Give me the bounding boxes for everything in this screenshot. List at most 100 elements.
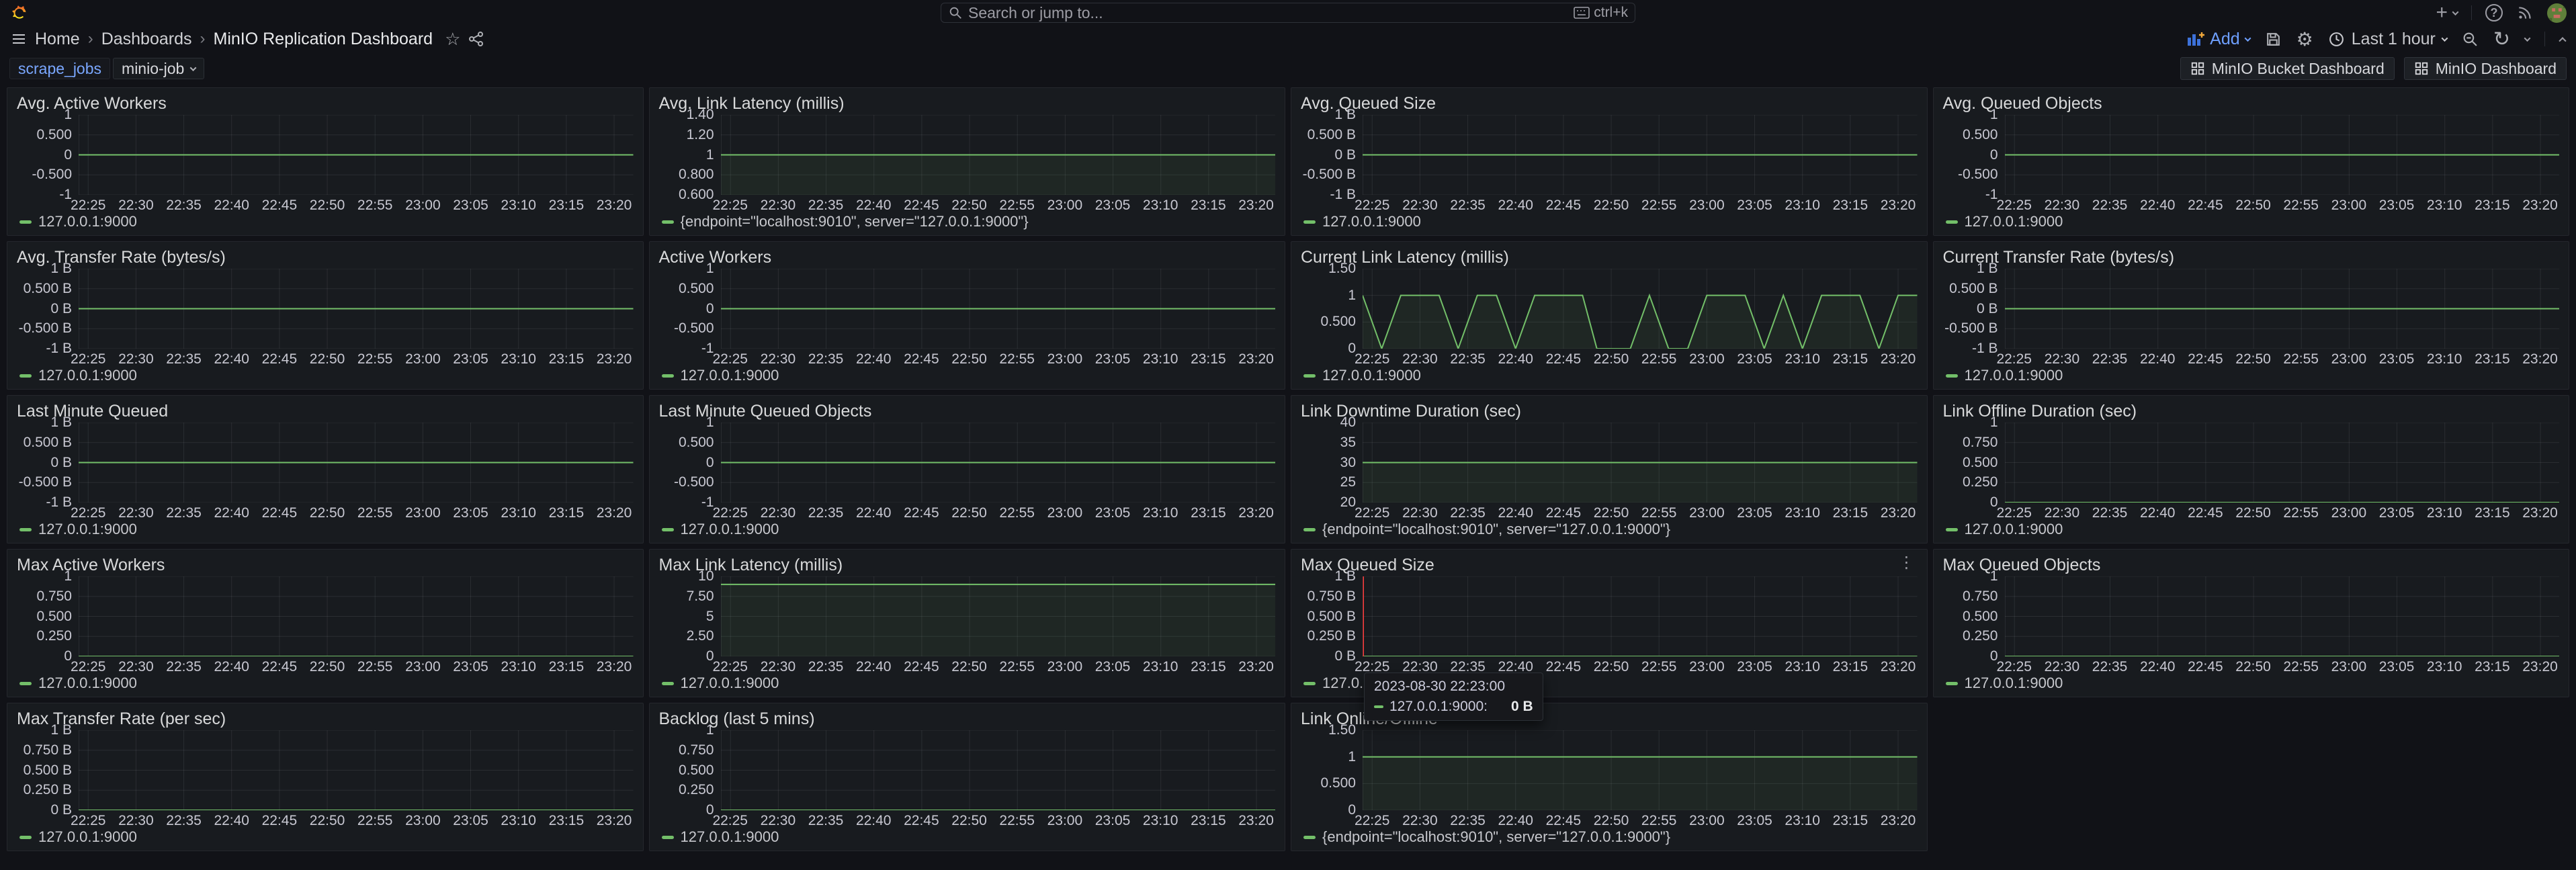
legend-item[interactable]: 127.0.0.1:9000: [659, 520, 1276, 539]
legend-series-label[interactable]: 127.0.0.1:9000: [680, 367, 779, 384]
breadcrumb-home[interactable]: Home: [35, 29, 80, 48]
menu-toggle-icon[interactable]: [11, 31, 27, 47]
chart-canvas[interactable]: [2005, 115, 2560, 195]
panel-title[interactable]: Max Active Workers: [17, 556, 165, 574]
legend-item[interactable]: 127.0.0.1:9000: [17, 674, 634, 693]
panel-header[interactable]: Max Queued Objects: [1943, 555, 2560, 576]
chart-canvas[interactable]: [1363, 730, 1918, 810]
plot-region[interactable]: [1363, 269, 1918, 349]
chart-canvas[interactable]: [721, 269, 1276, 349]
panel-title[interactable]: Max Queued Size: [1301, 556, 1434, 574]
plot-region[interactable]: [1363, 115, 1918, 195]
panel-title[interactable]: Current Link Latency (millis): [1301, 248, 1509, 267]
panel-header[interactable]: Last Minute Queued: [17, 401, 634, 423]
plot-region[interactable]: [721, 730, 1276, 810]
legend-series-label[interactable]: 127.0.0.1:9000: [38, 675, 137, 691]
share-icon[interactable]: [468, 31, 484, 47]
plot-region[interactable]: [79, 576, 634, 656]
legend-item[interactable]: 127.0.0.1:9000: [1943, 212, 2560, 231]
legend-item[interactable]: 127.0.0.1:9000: [17, 520, 634, 539]
legend-series-label[interactable]: 127.0.0.1:9000: [38, 367, 137, 384]
panel-header[interactable]: Current Transfer Rate (bytes/s): [1943, 247, 2560, 269]
legend-item[interactable]: 127.0.0.1:9000: [1943, 366, 2560, 385]
panel-title[interactable]: Max Transfer Rate (per sec): [17, 709, 226, 728]
favorite-star-icon[interactable]: ☆: [445, 28, 461, 49]
plot-region[interactable]: [720, 115, 1276, 195]
legend-item[interactable]: {endpoint="localhost:9010", server="127.…: [1301, 520, 1918, 539]
chart-canvas[interactable]: [2005, 576, 2560, 656]
chart-canvas[interactable]: [720, 115, 1276, 195]
zoom-out-icon[interactable]: [2462, 31, 2479, 48]
panel-header[interactable]: Max Active Workers: [17, 555, 634, 576]
save-dashboard-icon[interactable]: [2265, 31, 2282, 48]
plot-region[interactable]: [79, 115, 634, 195]
plot-region[interactable]: [79, 269, 634, 349]
panel-title[interactable]: Last Minute Queued: [17, 402, 169, 421]
panel-title[interactable]: Max Link Latency (millis): [658, 556, 843, 574]
chart-canvas[interactable]: [720, 576, 1276, 656]
legend-item[interactable]: 127.0.0.1:9000: [659, 674, 1276, 693]
legend-item[interactable]: 127.0.0.1:9000: [1943, 520, 2560, 539]
panel-header[interactable]: Max Transfer Rate (per sec): [17, 709, 634, 730]
chart-canvas[interactable]: [1363, 269, 1918, 349]
legend-series-label[interactable]: 127.0.0.1:9000: [1322, 367, 1421, 384]
panel-header[interactable]: Link Downtime Duration (sec): [1301, 401, 1918, 423]
refresh-interval-dropdown[interactable]: [2524, 34, 2531, 42]
legend-series-label[interactable]: 127.0.0.1:9000: [38, 213, 137, 230]
link-minio-bucket-dashboard[interactable]: MinIO Bucket Dashboard: [2180, 57, 2395, 80]
plot-region[interactable]: [1363, 423, 1918, 503]
legend-item[interactable]: 127.0.0.1:9000: [17, 828, 634, 846]
panel-title[interactable]: Last Minute Queued Objects: [658, 402, 872, 421]
legend-series-label[interactable]: {endpoint="localhost:9010", server="127.…: [680, 213, 1029, 230]
plot-region[interactable]: [1363, 576, 1918, 656]
legend-item[interactable]: {endpoint="localhost:9010", server="127.…: [659, 212, 1276, 231]
panel-title[interactable]: Link Downtime Duration (sec): [1301, 402, 1521, 421]
grafana-logo-icon[interactable]: [9, 4, 28, 22]
legend-series-label[interactable]: 127.0.0.1:9000: [1964, 367, 2063, 384]
user-avatar[interactable]: [2547, 3, 2567, 23]
legend-item[interactable]: 127.0.0.1:9000: [17, 212, 634, 231]
panel-header[interactable]: Link Offline Duration (sec): [1943, 401, 2560, 423]
panel-title[interactable]: Avg. Transfer Rate (bytes/s): [17, 248, 226, 267]
legend-series-label[interactable]: 127.0.0.1:9000: [1964, 675, 2063, 691]
plot-region[interactable]: [721, 423, 1276, 503]
collapse-topbar-icon[interactable]: [2559, 36, 2567, 45]
legend-item[interactable]: {endpoint="localhost:9010", server="127.…: [1301, 828, 1918, 846]
panel-title[interactable]: Avg. Active Workers: [17, 94, 167, 113]
chart-canvas[interactable]: [2005, 423, 2560, 503]
plot-region[interactable]: [79, 423, 634, 503]
chart-canvas[interactable]: [721, 423, 1276, 503]
chart-canvas[interactable]: [1363, 423, 1918, 503]
plot-region[interactable]: [2005, 115, 2560, 195]
panel-header[interactable]: Avg. Queued Size: [1301, 93, 1918, 115]
legend-item[interactable]: 127.0.0.1:9000: [1943, 674, 2560, 693]
panel-title[interactable]: Avg. Queued Objects: [1942, 94, 2102, 113]
panel-title[interactable]: Avg. Link Latency (millis): [658, 94, 845, 113]
panel-header[interactable]: Current Link Latency (millis): [1301, 247, 1918, 269]
legend-series-label[interactable]: 127.0.0.1:9000: [1964, 213, 2063, 230]
plot-region[interactable]: [2005, 423, 2560, 503]
plot-region[interactable]: [720, 576, 1276, 656]
plot-region[interactable]: [2005, 576, 2560, 656]
panel-header[interactable]: Avg. Transfer Rate (bytes/s): [17, 247, 634, 269]
refresh-icon[interactable]: ↻: [2493, 28, 2510, 50]
panel-title[interactable]: Backlog (last 5 mins): [658, 709, 815, 728]
legend-item[interactable]: 127.0.0.1:9000: [1301, 212, 1918, 231]
panel-header[interactable]: Max Link Latency (millis): [659, 555, 1276, 576]
legend-series-label[interactable]: 127.0.0.1:9000: [38, 521, 137, 537]
search-input[interactable]: Search or jump to... ctrl+k: [941, 3, 1635, 23]
chart-canvas[interactable]: [2005, 269, 2560, 349]
chart-canvas[interactable]: [79, 576, 634, 656]
legend-series-label[interactable]: 127.0.0.1:9000: [1322, 213, 1421, 230]
panel-title[interactable]: Current Transfer Rate (bytes/s): [1942, 248, 2175, 267]
breadcrumb-dashboards[interactable]: Dashboards: [101, 29, 192, 48]
link-minio-dashboard[interactable]: MinIO Dashboard: [2403, 57, 2567, 80]
legend-item[interactable]: 127.0.0.1:9000: [1301, 366, 1918, 385]
breadcrumb-dashboard-title[interactable]: MinIO Replication Dashboard: [213, 29, 433, 48]
legend-series-label[interactable]: {endpoint="localhost:9010", server="127.…: [1322, 828, 1671, 845]
panel-header[interactable]: Avg. Link Latency (millis): [659, 93, 1276, 115]
panel-header[interactable]: Avg. Queued Objects: [1943, 93, 2560, 115]
chart-canvas[interactable]: [79, 423, 634, 503]
panel-title[interactable]: Avg. Queued Size: [1301, 94, 1436, 113]
panel-header[interactable]: Last Minute Queued Objects: [659, 401, 1276, 423]
